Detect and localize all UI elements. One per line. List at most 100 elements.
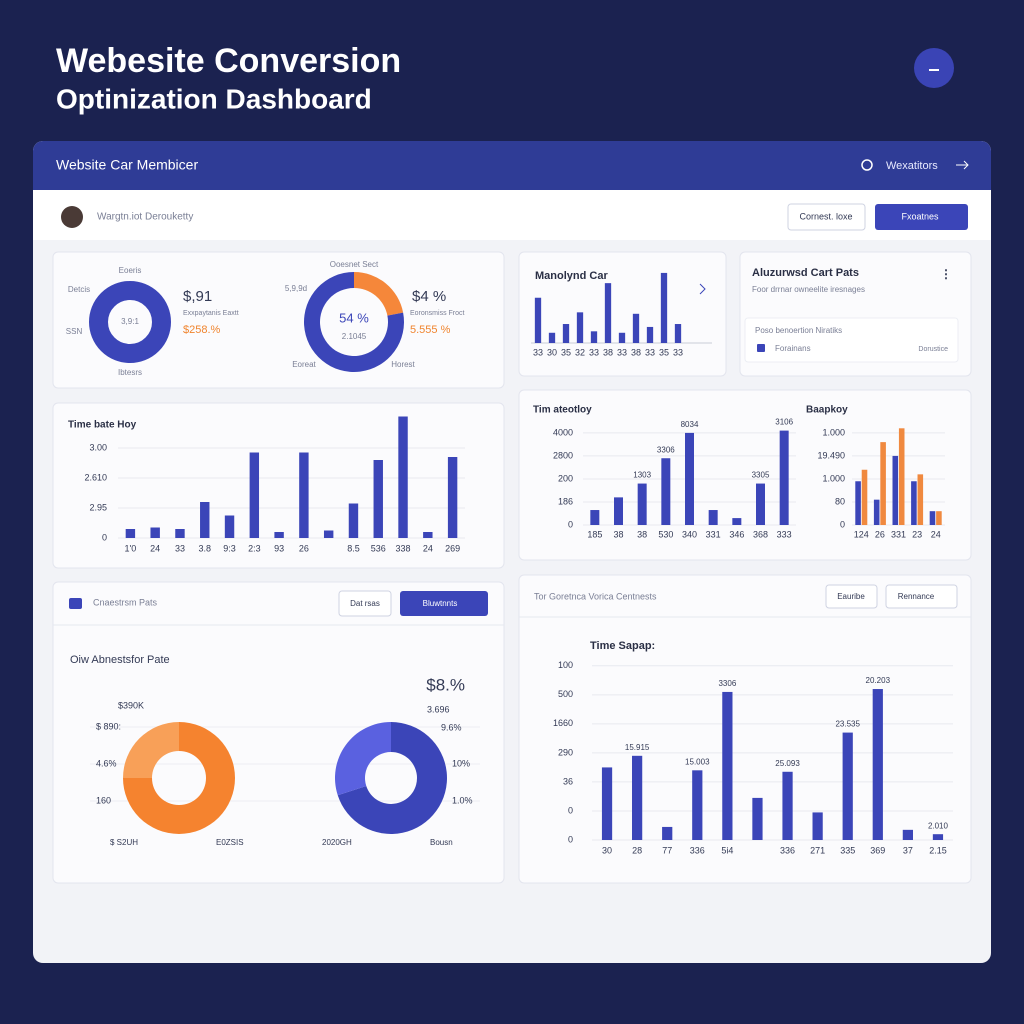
page-title: Webesite Conversion	[56, 42, 401, 80]
bar	[661, 458, 671, 525]
bar-annotation: 3306	[718, 679, 736, 688]
x-tick-label: 24	[423, 543, 433, 553]
x-tick-label: 24	[931, 529, 941, 539]
x-tick-label: 369	[870, 845, 885, 855]
x-tick-label: 340	[682, 529, 697, 539]
list-item[interactable]	[744, 317, 959, 363]
chart-title: Baapkoy	[806, 405, 848, 416]
donut-label: 10%	[452, 758, 470, 768]
kpi-change: $258.%	[183, 324, 221, 336]
y-tick-label: 1660	[553, 718, 573, 728]
donut-center: 3,9:1	[121, 317, 139, 326]
button-label[interactable]: Bluwtnnts	[423, 599, 458, 608]
donut-label: $ S2UH	[110, 838, 138, 847]
bar-annotation: 15.003	[685, 757, 710, 766]
card-title: Aluzurwsd Cart Pats	[752, 267, 859, 279]
y-tick-label: 2800	[553, 450, 573, 460]
chart-title: Oiw Abnestsfor Pate	[70, 654, 170, 666]
bar	[323, 530, 334, 538]
button-label[interactable]: Rennance	[898, 592, 935, 601]
y-tick-label: 1.000	[822, 427, 845, 437]
x-tick-label: 30	[547, 347, 557, 357]
x-tick-label: 23	[912, 529, 922, 539]
y-tick-label: 36	[563, 776, 573, 786]
bar	[150, 527, 160, 538]
button-label[interactable]: Dat rsas	[350, 599, 380, 608]
button[interactable]	[825, 584, 878, 609]
exit-icon[interactable]	[956, 160, 969, 170]
panel	[518, 574, 972, 884]
x-tick-label: 93	[274, 543, 284, 553]
donut-slice	[123, 722, 235, 834]
donut-slice	[89, 281, 171, 363]
menu-icon[interactable]: ⋮	[940, 267, 952, 281]
chart-title: Tim ateotloy	[533, 405, 592, 416]
button[interactable]	[400, 591, 488, 616]
y-tick-label: 0	[840, 519, 845, 529]
button-label[interactable]: Fxoatnes	[901, 211, 939, 221]
card-subtitle: Foor drrnar owneelite iresnages	[752, 285, 865, 294]
bar	[618, 332, 626, 343]
x-tick-label: 331	[891, 529, 906, 539]
donut-label: Ooesnet Sect	[330, 260, 379, 269]
panel-title: Cnaestrsm Pats	[93, 597, 158, 607]
x-tick-label: 338	[396, 543, 411, 553]
donut-label: SSN	[66, 327, 83, 336]
bar	[637, 483, 647, 525]
bar	[842, 732, 853, 840]
x-tick-label: 346	[729, 529, 744, 539]
x-tick-label: 124	[854, 529, 869, 539]
bar	[348, 503, 359, 538]
button-label[interactable]: Cornest. loxe	[799, 211, 852, 221]
donut-slice	[335, 722, 391, 796]
bar	[373, 460, 383, 538]
button-label[interactable]: Eauribe	[837, 592, 865, 601]
x-tick-label: 30	[602, 845, 612, 855]
x-tick-label: 24	[150, 543, 160, 553]
search-icon[interactable]	[861, 159, 873, 171]
y-tick-label: 2.95	[89, 502, 107, 512]
bar-annotation: 8034	[681, 420, 699, 429]
bar	[722, 691, 733, 840]
donut-center: 2.1045	[342, 332, 367, 341]
bar	[708, 510, 718, 525]
bar	[855, 481, 861, 525]
bar	[562, 324, 570, 343]
button[interactable]	[885, 584, 958, 609]
donut-label: Ibtesrs	[118, 368, 142, 377]
y-tick-label: 4000	[553, 427, 573, 437]
donut-label: E0ZSIS	[216, 838, 244, 847]
x-tick-label: 8.5	[347, 543, 360, 553]
x-tick-label: 33	[645, 347, 655, 357]
profile-button[interactable]	[914, 48, 954, 88]
y-tick-label: 200	[558, 473, 573, 483]
bar	[873, 499, 880, 525]
y-tick-label: 500	[558, 689, 573, 699]
bar	[175, 529, 185, 538]
x-tick-label: 37	[903, 845, 913, 855]
next-arrow[interactable]	[699, 283, 706, 295]
bar	[590, 510, 600, 525]
bar	[812, 812, 823, 840]
x-tick-label: 368	[753, 529, 768, 539]
y-tick-label: 19.490	[817, 450, 845, 460]
bar	[632, 313, 640, 343]
kpi-change: 5.555 %	[410, 324, 451, 336]
search-label[interactable]: Wexatitors	[886, 160, 938, 172]
chart-title: Time Sapap:	[590, 640, 655, 652]
bar	[752, 797, 763, 840]
chart-title: Manolynd Car	[535, 270, 608, 282]
button[interactable]	[338, 590, 392, 617]
kpi-value: $,91	[183, 288, 212, 305]
x-tick-label: 26	[875, 529, 885, 539]
button[interactable]	[875, 204, 968, 230]
bar-annotation: 25.093	[775, 759, 800, 768]
donut-label: Detcis	[68, 285, 90, 294]
bar	[423, 532, 433, 538]
y-tick-label: 186	[558, 496, 573, 506]
bar-annotation: 1303	[633, 471, 651, 480]
x-tick-label: 38	[631, 347, 641, 357]
donut-center: 54 %	[339, 310, 369, 325]
button[interactable]	[787, 203, 866, 231]
user-avatar	[61, 206, 83, 228]
